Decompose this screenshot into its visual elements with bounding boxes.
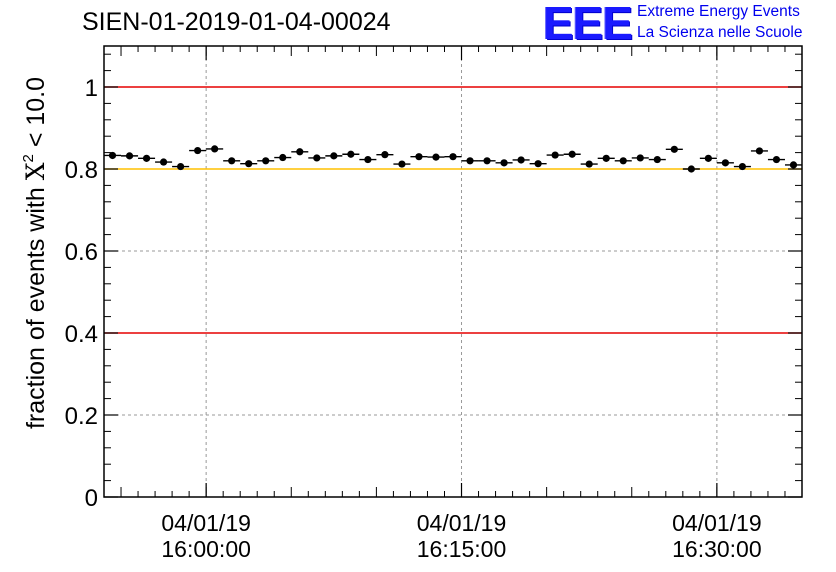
x-tick-label-time: 16:00:00 <box>161 536 251 562</box>
plot-frame <box>103 45 803 498</box>
data-point <box>738 162 747 171</box>
data-point <box>177 162 185 171</box>
y-axis-label-sup: 2 <box>19 154 37 163</box>
data-point <box>347 150 355 158</box>
logo-line-2: La Scienza nelle Scuole <box>637 24 803 41</box>
y-tick-label: 0.8 <box>65 157 98 184</box>
data-point <box>568 150 576 158</box>
y-axis-label-suffix: < 10.0 <box>22 76 50 155</box>
data-point <box>415 153 423 161</box>
data-point <box>670 145 678 153</box>
axis-ticks <box>103 46 803 498</box>
data-point <box>449 153 457 161</box>
y-tick-label: 0.6 <box>65 239 98 266</box>
data-point <box>245 160 253 168</box>
data-point <box>619 157 627 165</box>
data-point <box>313 154 321 162</box>
x-tick-label-date: 04/01/19 <box>417 510 507 536</box>
data-point <box>228 157 236 165</box>
data-point <box>398 160 406 168</box>
data-point <box>789 161 798 169</box>
data-point <box>517 156 525 164</box>
data-point <box>262 157 270 165</box>
data-point <box>772 155 781 164</box>
x-tick-label-time: 16:15:00 <box>417 536 507 562</box>
data-point <box>687 165 695 173</box>
y-axis-label: fraction of events with X2 < 10.0 <box>19 76 51 430</box>
data-point <box>653 155 661 164</box>
data-point <box>108 151 117 160</box>
data-point <box>194 146 202 155</box>
x-tick-label-date: 04/01/19 <box>161 510 251 536</box>
y-tick-label: 0.4 <box>65 321 98 348</box>
data-point <box>500 159 508 167</box>
data-point <box>483 157 491 165</box>
chart-title: SIEN-01-2019-01-04-00024 <box>82 8 391 36</box>
data-point <box>142 154 151 162</box>
reference-lines <box>104 86 802 334</box>
data-point <box>330 152 338 160</box>
data-points <box>104 145 802 173</box>
data-point <box>432 153 440 161</box>
y-tick-label: 0 <box>85 485 98 512</box>
grid-lines <box>104 46 802 498</box>
data-point <box>721 159 729 167</box>
data-point <box>585 160 593 168</box>
data-point <box>466 157 474 165</box>
data-point <box>364 155 372 164</box>
data-point <box>296 148 304 156</box>
data-point <box>755 147 764 155</box>
data-point <box>602 154 610 162</box>
data-point <box>211 145 219 153</box>
data-point <box>381 151 389 159</box>
y-axis-label-prefix: fraction of events with <box>22 180 50 430</box>
tick-labels: 00.20.40.60.8104/01/1916:00:0004/01/1916… <box>65 75 762 562</box>
y-tick-label: 0.2 <box>65 403 98 430</box>
eee-logo: EEE <box>543 0 633 49</box>
data-point <box>704 154 712 162</box>
data-point <box>551 151 559 159</box>
x-tick-label-time: 16:30:00 <box>672 536 762 562</box>
y-tick-label: 1 <box>85 75 98 102</box>
data-point <box>125 152 134 160</box>
data-point <box>636 154 644 162</box>
logo-line-1: Extreme Energy Events <box>637 3 800 20</box>
data-point <box>159 158 168 166</box>
data-point <box>279 153 287 162</box>
x-tick-label-date: 04/01/19 <box>672 510 762 536</box>
y-axis-label-chi: X <box>21 162 50 181</box>
data-point <box>534 160 542 168</box>
